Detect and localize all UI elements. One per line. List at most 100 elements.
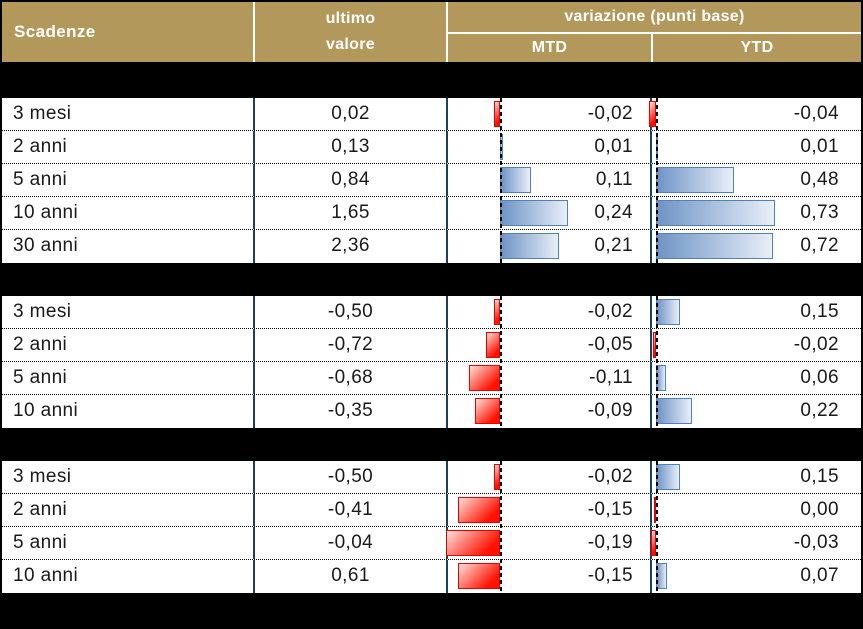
section-divider bbox=[2, 62, 861, 98]
section-1: 3 mesi 0,02 -0,02 -0,04 2 anni 0,13 0,01 0,01 5 … bbox=[2, 98, 861, 263]
mtd-bar-negative bbox=[475, 398, 500, 424]
mtd-value-cell: -0,15 bbox=[446, 560, 650, 593]
ultimo-valore-cell: -0,35 bbox=[253, 395, 446, 428]
col-header-ultimo-line1: ultimo bbox=[325, 10, 376, 27]
table-row: 10 anni -0,35 -0,09 0,22 bbox=[2, 395, 861, 428]
mtd-bar-negative bbox=[494, 299, 500, 325]
col-header-ytd: YTD bbox=[651, 34, 861, 62]
table-header: Scadenze ultimo valore variazione (punti… bbox=[2, 2, 861, 62]
maturity-label: 5 anni bbox=[13, 532, 68, 553]
maturity-label: 10 anni bbox=[13, 565, 79, 586]
mtd-bar-positive bbox=[500, 233, 559, 259]
ytd-value-cell: 0,15 bbox=[650, 461, 861, 493]
mtd-bar-negative bbox=[494, 464, 500, 490]
mtd-bar-negative bbox=[458, 563, 500, 589]
table-row: 10 anni 1,65 0,24 0,73 bbox=[2, 197, 861, 230]
ytd-value-cell: 0,06 bbox=[650, 362, 861, 394]
ultimo-valore-cell: 0,61 bbox=[253, 560, 446, 593]
ultimo-valore-cell: 2,36 bbox=[253, 230, 446, 263]
ytd-bar-negative bbox=[649, 101, 656, 127]
mtd-axis-line bbox=[500, 98, 502, 263]
mtd-bar-negative bbox=[446, 530, 500, 556]
col-header-variazione: variazione (punti base) bbox=[448, 2, 861, 34]
ytd-bar-positive bbox=[656, 398, 692, 424]
maturity-label: 30 anni bbox=[13, 235, 79, 256]
ytd-bar-negative bbox=[653, 332, 656, 358]
col-group-variazione: variazione (punti base) MTD YTD bbox=[446, 2, 861, 62]
mtd-value-cell: 0,11 bbox=[446, 164, 650, 196]
mtd-axis-line bbox=[500, 296, 502, 428]
maturity-label: 5 anni bbox=[13, 367, 68, 388]
ultimo-valore-cell: 0,13 bbox=[253, 131, 446, 163]
table-row: 3 mesi -0,50 -0,02 0,15 bbox=[2, 296, 861, 329]
maturity-label: 5 anni bbox=[13, 169, 68, 190]
maturity-label: 2 anni bbox=[13, 499, 68, 520]
mtd-value-cell: -0,05 bbox=[446, 329, 650, 361]
mtd-value-cell: -0,02 bbox=[446, 296, 650, 328]
mtd-value-cell: -0,09 bbox=[446, 395, 650, 428]
ytd-value-cell: 0,48 bbox=[650, 164, 861, 196]
ytd-axis-line bbox=[656, 461, 658, 593]
table-row: 2 anni 0,13 0,01 0,01 bbox=[2, 131, 861, 164]
mtd-value-cell: -0,11 bbox=[446, 362, 650, 394]
mtd-bar-negative bbox=[486, 332, 500, 358]
ultimo-valore-cell: 1,65 bbox=[253, 197, 446, 229]
mtd-value-cell: -0,02 bbox=[446, 461, 650, 493]
ytd-value-cell: 0,73 bbox=[650, 197, 861, 229]
ytd-value-cell: -0,03 bbox=[650, 527, 861, 559]
ytd-bar-positive bbox=[656, 233, 773, 259]
mtd-axis-line bbox=[500, 461, 502, 593]
col-header-valore-line2: valore bbox=[326, 36, 375, 53]
ytd-value-cell: -0,02 bbox=[650, 329, 861, 361]
maturity-label: 3 mesi bbox=[13, 466, 72, 487]
ultimo-valore-cell: -0,41 bbox=[253, 494, 446, 526]
maturity-label: 2 anni bbox=[13, 136, 68, 157]
table-body: 3 mesi 0,02 -0,02 -0,04 2 anni 0,13 0,01 0,01 5 … bbox=[2, 62, 861, 627]
mtd-value-cell: -0,15 bbox=[446, 494, 650, 526]
ytd-axis-line bbox=[656, 296, 658, 428]
section-divider bbox=[2, 593, 861, 627]
ytd-axis-line bbox=[656, 98, 658, 263]
ultimo-valore-cell: -0,72 bbox=[253, 329, 446, 361]
table-row: 10 anni 0,61 -0,15 0,07 bbox=[2, 560, 861, 593]
mtd-value-cell: 0,24 bbox=[446, 197, 650, 229]
ytd-value-cell: 0,15 bbox=[650, 296, 861, 328]
variazione-subheaders: MTD YTD bbox=[448, 34, 861, 62]
col-header-mtd: MTD bbox=[531, 39, 568, 56]
table-row: 5 anni 0,84 0,11 0,48 bbox=[2, 164, 861, 197]
ytd-bar-positive bbox=[656, 464, 680, 490]
maturity-label: 2 anni bbox=[13, 334, 68, 355]
ultimo-valore-cell: -0,68 bbox=[253, 362, 446, 394]
mtd-bar-positive bbox=[500, 200, 568, 226]
mtd-value-cell: -0,02 bbox=[446, 98, 650, 130]
section-3: 3 mesi -0,50 -0,02 0,15 2 anni -0,41 -0,15 0,00… bbox=[2, 461, 861, 593]
mtd-value-cell: 0,21 bbox=[446, 230, 650, 263]
maturity-label: 3 mesi bbox=[13, 301, 72, 322]
ytd-value-cell: 0,00 bbox=[650, 494, 861, 526]
section-divider bbox=[2, 428, 861, 461]
ultimo-valore-cell: 0,02 bbox=[253, 98, 446, 130]
table-row: 2 anni -0,41 -0,15 0,00 bbox=[2, 494, 861, 527]
maturity-label: 10 anni bbox=[13, 202, 79, 223]
ytd-bar-negative bbox=[654, 497, 656, 523]
ultimo-valore-cell: -0,50 bbox=[253, 296, 446, 328]
mtd-value-cell: 0,01 bbox=[446, 131, 650, 163]
maturity-label: 10 anni bbox=[13, 400, 79, 421]
section-divider bbox=[2, 263, 861, 296]
table-row: 5 anni -0,68 -0,11 0,06 bbox=[2, 362, 861, 395]
maturity-label: 3 mesi bbox=[13, 103, 72, 124]
mtd-bar-negative bbox=[494, 101, 500, 127]
mtd-bar-negative bbox=[469, 365, 500, 391]
ytd-bar-negative bbox=[651, 530, 656, 556]
table-row: 5 anni -0,04 -0,19 -0,03 bbox=[2, 527, 861, 560]
mtd-bar-positive bbox=[500, 167, 531, 193]
ytd-value-cell: 0,72 bbox=[650, 230, 861, 263]
ultimo-valore-cell: -0,50 bbox=[253, 461, 446, 493]
table-row: 3 mesi -0,50 -0,02 0,15 bbox=[2, 461, 861, 494]
ultimo-valore-cell: 0,84 bbox=[253, 164, 446, 196]
ytd-value-cell: 0,07 bbox=[650, 560, 861, 593]
ultimo-valore-cell: -0,04 bbox=[253, 527, 446, 559]
col-header-ultimo-valore: ultimo valore bbox=[253, 2, 446, 62]
section-2: 3 mesi -0,50 -0,02 0,15 2 anni -0,72 -0,05 -0,0… bbox=[2, 296, 861, 428]
